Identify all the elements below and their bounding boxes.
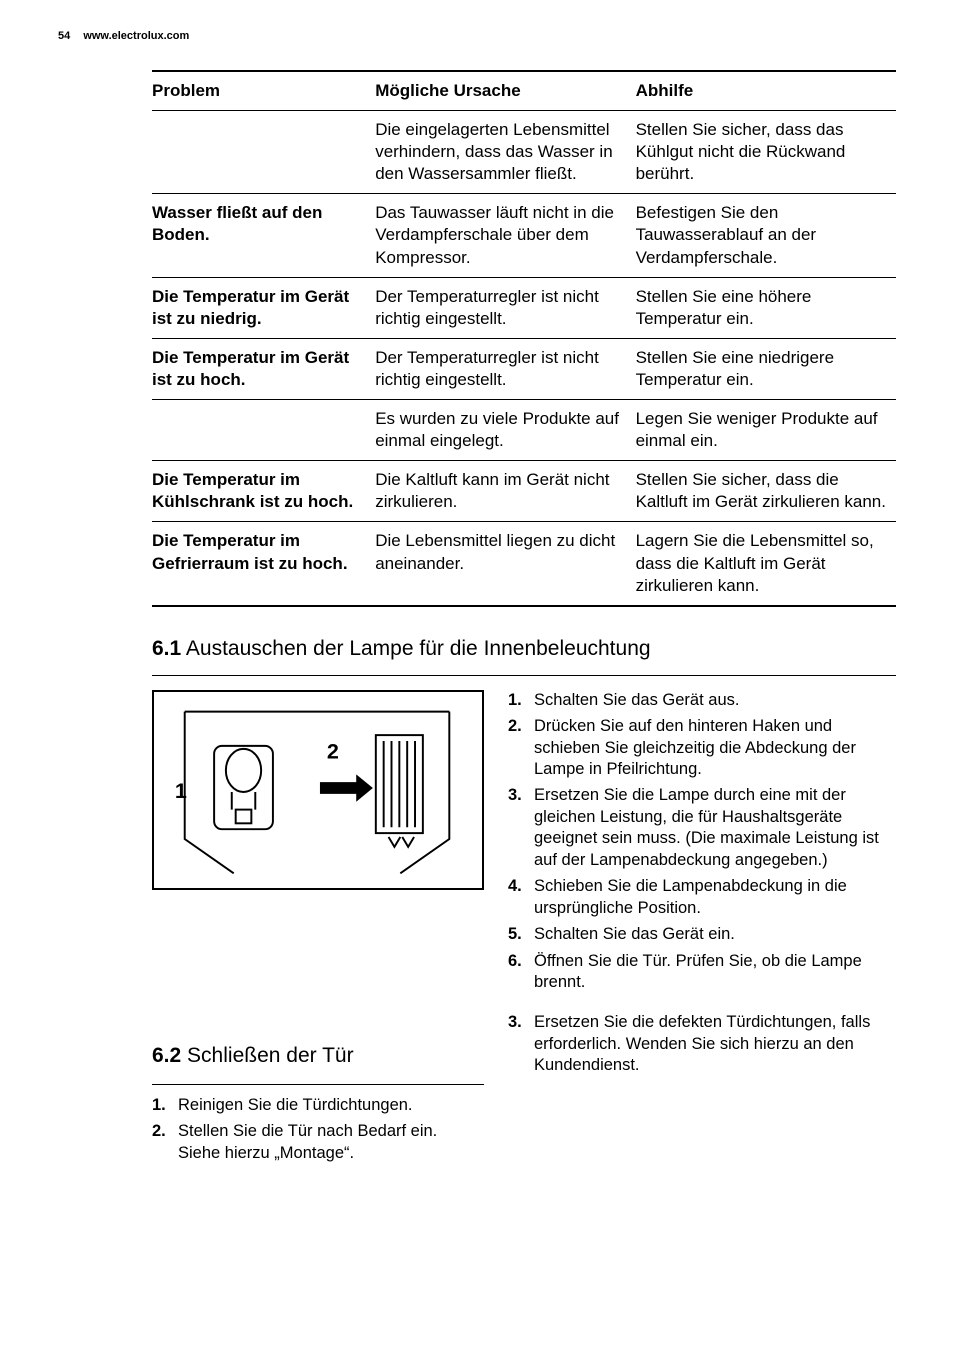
cell-cause: Die eingelagerten Lebensmittel verhinder… <box>375 111 635 194</box>
step-number: 5. <box>508 924 534 945</box>
step-number: 2. <box>508 716 534 780</box>
cell-remedy: Lagern Sie die Lebensmittel so, dass die… <box>636 522 896 606</box>
cell-remedy: Legen Sie weniger Produkte auf einmal ei… <box>636 400 896 461</box>
step-text: Öffnen Sie die Tür. Prüfen Sie, ob die L… <box>534 951 896 994</box>
col-problem: Problem <box>152 71 375 111</box>
lamp-diagram: 1 2 <box>152 690 484 890</box>
step-number: 3. <box>508 1012 534 1076</box>
table-row: Die Temperatur im Gerät ist zu niedrig.D… <box>152 277 896 338</box>
diagram-label-1: 1 <box>175 778 187 803</box>
cell-problem <box>152 111 375 194</box>
troubleshooting-table: Problem Mögliche Ursache Abhilfe Die ein… <box>152 70 896 607</box>
cell-remedy: Stellen Sie sicher, dass das Kühlgut nic… <box>636 111 896 194</box>
section-6-1: 6.1 Austauschen der Lampe für die Innenb… <box>152 637 896 999</box>
list-item: 4.Schieben Sie die Lampenabdeckung in di… <box>508 876 896 919</box>
cell-cause: Die Kaltluft kann im Gerät nicht zirkuli… <box>375 461 635 522</box>
cell-problem: Die Temperatur im Kühlschrank ist zu hoc… <box>152 461 375 522</box>
section-6-1-steps: 1.Schalten Sie das Gerät aus.2.Drücken S… <box>508 690 896 999</box>
step-number: 3. <box>508 785 534 871</box>
cell-cause: Das Tauwasser läuft nicht in die Verdamp… <box>375 194 635 277</box>
content-wrap: Problem Mögliche Ursache Abhilfe Die ein… <box>152 70 896 1169</box>
list-item: 6.Öffnen Sie die Tür. Prüfen Sie, ob die… <box>508 951 896 994</box>
step-number: 1. <box>152 1095 178 1116</box>
cell-cause: Der Temperaturregler ist nicht richtig e… <box>375 338 635 399</box>
table-row: Die Temperatur im Kühlschrank ist zu hoc… <box>152 461 896 522</box>
table-header-row: Problem Mögliche Ursache Abhilfe <box>152 71 896 111</box>
list-item: 3.Ersetzen Sie die defekten Türdichtunge… <box>508 1012 896 1076</box>
table-row: Wasser fließt auf den Boden.Das Tauwasse… <box>152 194 896 277</box>
step-number: 4. <box>508 876 534 919</box>
step-text: Ersetzen Sie die defekten Türdichtungen,… <box>534 1012 896 1076</box>
cell-cause: Es wurden zu viele Produkte auf einmal e… <box>375 400 635 461</box>
cell-remedy: Stellen Sie eine niedrigere Temperatur e… <box>636 338 896 399</box>
step-number: 1. <box>508 690 534 711</box>
step-number: 6. <box>508 951 534 994</box>
table-row: Die eingelagerten Lebensmittel verhinder… <box>152 111 896 194</box>
cell-problem: Die Temperatur im Gerät ist zu niedrig. <box>152 277 375 338</box>
section-6-1-heading: 6.1 Austauschen der Lampe für die Innenb… <box>152 637 896 661</box>
step-text: Ersetzen Sie die Lampe durch eine mit de… <box>534 785 896 871</box>
cell-problem: Wasser fließt auf den Boden. <box>152 194 375 277</box>
section-6-2: 6.2 Schließen der Tür 1.Reinigen Sie die… <box>152 1012 896 1169</box>
list-item: 5.Schalten Sie das Gerät ein. <box>508 924 896 945</box>
page-number: 54 <box>58 30 70 42</box>
cell-problem <box>152 400 375 461</box>
section-6-1-number: 6.1 <box>152 637 181 660</box>
cell-remedy: Befestigen Sie den Tauwasserablauf an de… <box>636 194 896 277</box>
cell-problem: Die Temperatur im Gerät ist zu hoch. <box>152 338 375 399</box>
section-6-2-left: 6.2 Schließen der Tür 1.Reinigen Sie die… <box>152 1012 484 1169</box>
col-cause: Mögliche Ursache <box>375 71 635 111</box>
table-row: Es wurden zu viele Produkte auf einmal e… <box>152 400 896 461</box>
step-text: Schalten Sie das Gerät aus. <box>534 690 896 711</box>
section-6-1-title: Austauschen der Lampe für die Innenbeleu… <box>186 637 651 660</box>
section-6-2-number: 6.2 <box>152 1044 181 1067</box>
cell-remedy: Stellen Sie sicher, dass die Kaltluft im… <box>636 461 896 522</box>
cell-cause: Der Temperaturregler ist nicht richtig e… <box>375 277 635 338</box>
section-6-2-title: Schließen der Tür <box>187 1044 354 1067</box>
table-row: Die Temperatur im Gefrierraum ist zu hoc… <box>152 522 896 606</box>
lamp-diagram-svg: 1 2 <box>154 692 482 888</box>
table-row: Die Temperatur im Gerät ist zu hoch.Der … <box>152 338 896 399</box>
list-item: 3.Ersetzen Sie die Lampe durch eine mit … <box>508 785 896 871</box>
section-6-1-row: 1 2 1.Schalten S <box>152 690 896 999</box>
list-item: 1.Schalten Sie das Gerät aus. <box>508 690 896 711</box>
cell-cause: Die Lebensmittel liegen zu dicht aneinan… <box>375 522 635 606</box>
section-6-2-right: 3.Ersetzen Sie die defekten Türdichtunge… <box>508 1012 896 1169</box>
step-text: Schalten Sie das Gerät ein. <box>534 924 896 945</box>
step-text: Schieben Sie die Lampenabdeckung in die … <box>534 876 896 919</box>
step-text: Drücken Sie auf den hinteren Haken und s… <box>534 716 896 780</box>
list-item: 2.Stellen Sie die Tür nach Bedarf ein. S… <box>152 1121 484 1164</box>
section-6-2-heading: 6.2 Schließen der Tür <box>152 1042 484 1069</box>
divider <box>152 675 896 676</box>
step-text: Stellen Sie die Tür nach Bedarf ein. Sie… <box>178 1121 484 1164</box>
divider <box>152 1084 484 1085</box>
list-item: 1.Reinigen Sie die Türdichtungen. <box>152 1095 484 1116</box>
diagram-label-2: 2 <box>327 738 339 763</box>
step-number: 2. <box>152 1121 178 1164</box>
cell-remedy: Stellen Sie eine höhere Temperatur ein. <box>636 277 896 338</box>
list-item: 2.Drücken Sie auf den hinteren Haken und… <box>508 716 896 780</box>
site-url: www.electrolux.com <box>83 30 189 42</box>
col-remedy: Abhilfe <box>636 71 896 111</box>
cell-problem: Die Temperatur im Gefrierraum ist zu hoc… <box>152 522 375 606</box>
page-header: 54 www.electrolux.com <box>58 30 896 42</box>
step-text: Reinigen Sie die Türdichtungen. <box>178 1095 484 1116</box>
